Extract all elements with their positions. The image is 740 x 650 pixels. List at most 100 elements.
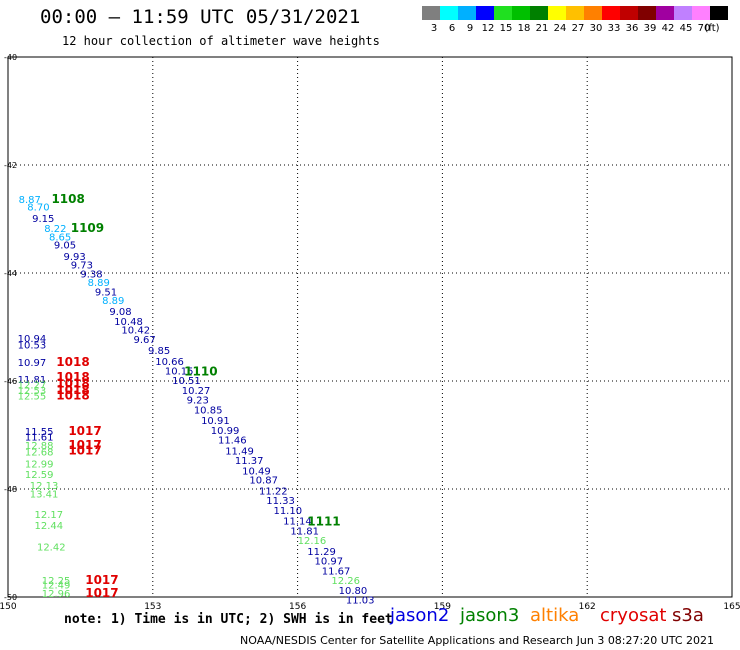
credit-footer: NOAA/NESDIS Center for Satellite Applica… [240, 634, 715, 647]
colorbar-swatch [602, 6, 620, 20]
wave-height-point: 8.22 [44, 224, 66, 235]
colorbar-swatch [458, 6, 476, 20]
wave-height-point: 11.81 [18, 375, 47, 386]
wave-height-point: 10.97 [314, 557, 343, 568]
wave-height-point: 9.85 [148, 346, 170, 357]
wave-height-point: 11.61 [25, 432, 54, 443]
pressure-label: 1017 [68, 443, 101, 457]
wave-height-point: 11.03 [346, 595, 375, 606]
colorbar-label: 6 [449, 23, 455, 34]
wave-height-point: 9.67 [133, 335, 155, 346]
wave-height-point: 11.29 [307, 547, 336, 558]
wave-height-point: 11.14 [283, 517, 312, 528]
pressure-label: 1018 [56, 383, 89, 397]
wave-height-point: 10.91 [201, 416, 230, 427]
colorbar-swatch [566, 6, 584, 20]
wave-height-point: 10.97 [18, 358, 47, 369]
wave-height-point: 9.93 [64, 252, 86, 263]
wave-height-point: 10.85 [194, 405, 223, 416]
wave-height-point: 10.49 [242, 466, 271, 477]
pressure-label: 1018 [56, 388, 89, 402]
colorbar-label: 21 [536, 23, 549, 34]
pressure-label: 1108 [51, 192, 84, 206]
wave-height-point: 12.25 [42, 576, 71, 587]
pressure-label: 1017 [85, 573, 118, 587]
chart-title: 00:00 — 11:59 UTC 05/31/2021 [40, 6, 361, 28]
wave-height-point: 10.15 [165, 367, 194, 378]
colorbar-label: 24 [554, 23, 567, 34]
wave-height-point: 10.87 [249, 476, 278, 487]
y-tick-label: -44 [4, 269, 17, 278]
wave-height-point: 9.05 [54, 241, 76, 252]
wave-height-point: 9.08 [109, 307, 131, 318]
colorbar-label: (ft) [704, 23, 719, 34]
x-tick-label: 156 [289, 602, 306, 610]
colorbar-swatch [620, 6, 638, 20]
colorbar-swatch [440, 6, 458, 20]
wave-height-point: 10.80 [339, 586, 368, 597]
pressure-label: 1018 [56, 376, 89, 390]
pressure-label: 1017 [85, 586, 118, 600]
x-tick-label: 159 [434, 602, 451, 610]
color-scale-legend: 3 6 9 12 15 18 21 24 27 30 33 36 39 42 45 70(ft) [422, 6, 728, 34]
colorbar-label: 36 [626, 23, 639, 34]
wave-height-point: 12.88 [25, 441, 54, 452]
wave-height-point: 11.46 [218, 436, 247, 447]
pressure-label: 1018 [56, 355, 89, 369]
y-tick-label: -48 [4, 485, 17, 494]
colorbar-swatch [494, 6, 512, 20]
y-tick-label: -40 [4, 53, 17, 62]
wave-height-point: 12.13 [30, 481, 59, 492]
wave-height-point: 12.16 [298, 536, 327, 547]
colorbar-label: 33 [608, 23, 621, 34]
wave-height-point: 11.37 [235, 456, 264, 467]
colorbar-swatch [422, 6, 440, 20]
y-tick-label: -46 [4, 377, 17, 386]
wave-height-point: 10.53 [18, 341, 47, 352]
wave-height-point: 10.99 [211, 426, 240, 437]
legend-jason2: jason2 [390, 605, 450, 626]
pressure-label: 1111 [307, 515, 340, 529]
legend-cryosat: cryosat [600, 605, 667, 626]
wave-height-point: 12.27 [18, 381, 47, 392]
chart-subtitle: 12 hour collection of altimeter wave hei… [62, 34, 380, 48]
wave-height-point: 10.94 [18, 334, 47, 345]
y-tick-label: -42 [4, 161, 17, 170]
colorbar-swatch [584, 6, 602, 20]
wave-height-point: 12.68 [25, 448, 54, 459]
y-tick-label: -50 [4, 593, 17, 602]
wave-height-point: 12.49 [42, 580, 71, 591]
wave-height-point: 12.42 [37, 543, 66, 554]
colorbar-label: 39 [644, 23, 657, 34]
colorbar-swatch [638, 6, 656, 20]
colorbar-swatch [674, 6, 692, 20]
wave-height-point: 13.41 [30, 490, 59, 501]
wave-height-point: 9.73 [71, 261, 93, 272]
colorbar-label: 42 [662, 23, 675, 34]
legend-jason3: jason3 [460, 605, 520, 626]
pressure-label: 1017 [68, 424, 101, 438]
colorbar-label: 9 [467, 23, 473, 34]
colorbar-label: 3 [431, 23, 437, 34]
wave-height-point: 8.87 [19, 195, 41, 206]
colorbar-swatch [512, 6, 530, 20]
wave-height-point: 12.53 [18, 386, 47, 397]
x-tick-label: 150 [0, 602, 17, 610]
pressure-label: 1110 [184, 365, 217, 379]
legend-altika: altika [530, 605, 580, 626]
wave-height-point: 8.89 [102, 296, 124, 307]
wave-height-point: 12.26 [331, 576, 360, 587]
pressure-label: 1109 [71, 221, 104, 235]
wave-height-point: 12.44 [35, 521, 64, 532]
wave-height-plot: 150 153 156 159 162 165 -40 -42 -44 -46 -48 -50 8.87… [0, 53, 740, 610]
wave-height-point: 12.55 [18, 391, 47, 402]
wave-height-point: 9.23 [187, 396, 209, 407]
wave-height-point: 10.66 [155, 357, 184, 368]
colorbar-label: 27 [572, 23, 585, 34]
colorbar-swatch [656, 6, 674, 20]
wave-height-point: 11.81 [290, 526, 319, 537]
x-tick-label: 165 [723, 602, 740, 610]
colorbar-label: 12 [482, 23, 495, 34]
colorbar-label: 18 [518, 23, 531, 34]
wave-height-point: 8.65 [49, 233, 71, 244]
